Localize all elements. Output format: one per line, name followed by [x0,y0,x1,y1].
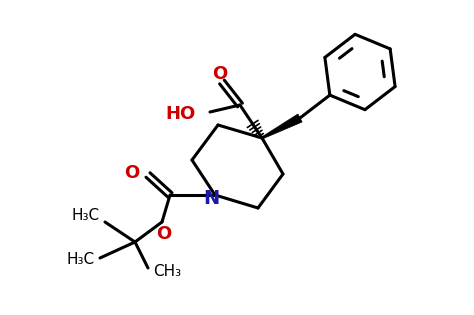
Text: O: O [212,65,228,83]
Text: O: O [156,225,172,243]
Polygon shape [262,114,302,139]
Text: CH₃: CH₃ [153,265,181,279]
Text: H₃C: H₃C [72,209,100,224]
Text: H₃C: H₃C [67,253,95,267]
Text: N: N [203,188,219,208]
Text: O: O [124,164,139,182]
Text: HO: HO [166,105,196,123]
